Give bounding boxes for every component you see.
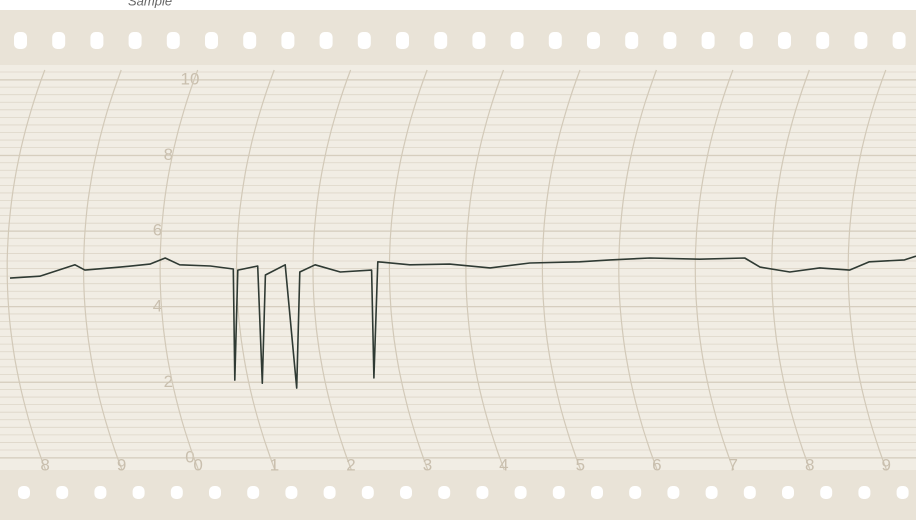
- x-tick-label: 7: [729, 455, 738, 474]
- sprocket-hole: [816, 32, 829, 49]
- sprocket-hole: [587, 32, 600, 49]
- sprocket-hole: [663, 32, 676, 49]
- sprocket-hole: [858, 486, 870, 499]
- sprocket-hole: [778, 32, 791, 49]
- sprocket-hole: [129, 32, 142, 49]
- sprocket-hole: [511, 32, 524, 49]
- sprocket-hole: [854, 32, 867, 49]
- sprocket-hole: [56, 486, 68, 499]
- sprocket-hole: [629, 486, 641, 499]
- sprocket-hole: [434, 32, 447, 49]
- sprocket-hole: [702, 32, 715, 49]
- sprocket-hole: [171, 486, 183, 499]
- sprocket-hole: [243, 32, 256, 49]
- sprocket-hole: [782, 486, 794, 499]
- sprocket-hole: [90, 32, 103, 49]
- sprocket-hole: [740, 32, 753, 49]
- sprocket-hole: [476, 486, 488, 499]
- sprocket-hole: [625, 32, 638, 49]
- x-tick-label: 5: [576, 455, 585, 474]
- x-tick-label: 9: [881, 455, 890, 474]
- strip-chart: Sample 0246810890123456789: [0, 0, 916, 528]
- sprocket-hole: [324, 486, 336, 499]
- sprocket-hole: [472, 32, 485, 49]
- sprocket-hole: [438, 486, 450, 499]
- x-tick-label: 8: [40, 455, 49, 474]
- x-tick-label: 8: [805, 455, 814, 474]
- sprocket-hole: [94, 486, 106, 499]
- sprocket-hole: [133, 486, 145, 499]
- sprocket-hole: [897, 486, 909, 499]
- sprocket-hole: [591, 486, 603, 499]
- sprocket-hole: [667, 486, 679, 499]
- x-tick-label: 0: [193, 455, 202, 474]
- x-tick-label: 4: [499, 455, 508, 474]
- x-tick-label: 2: [346, 455, 355, 474]
- sprocket-hole: [52, 32, 65, 49]
- x-tick-label: 6: [652, 455, 661, 474]
- sprocket-hole: [744, 486, 756, 499]
- sprocket-hole: [320, 32, 333, 49]
- chart-title: Sample: [128, 0, 172, 8]
- sprocket-hole: [247, 486, 259, 499]
- sprocket-hole: [281, 32, 294, 49]
- x-tick-label: 3: [423, 455, 432, 474]
- sprocket-hole: [396, 32, 409, 49]
- sprocket-hole: [14, 32, 27, 49]
- x-tick-label: 1: [270, 455, 279, 474]
- sprocket-hole: [400, 486, 412, 499]
- sprocket-hole: [167, 32, 180, 49]
- sprocket-hole: [549, 32, 562, 49]
- sprocket-hole: [820, 486, 832, 499]
- sprocket-hole: [205, 32, 218, 49]
- sprocket-hole: [285, 486, 297, 499]
- sprocket-hole: [358, 32, 371, 49]
- sprocket-hole: [706, 486, 718, 499]
- sprocket-hole: [362, 486, 374, 499]
- sprocket-hole: [553, 486, 565, 499]
- x-tick-label: 9: [117, 455, 126, 474]
- sprocket-hole: [515, 486, 527, 499]
- sprocket-hole: [893, 32, 906, 49]
- sprocket-hole: [209, 486, 221, 499]
- sprocket-hole: [18, 486, 30, 499]
